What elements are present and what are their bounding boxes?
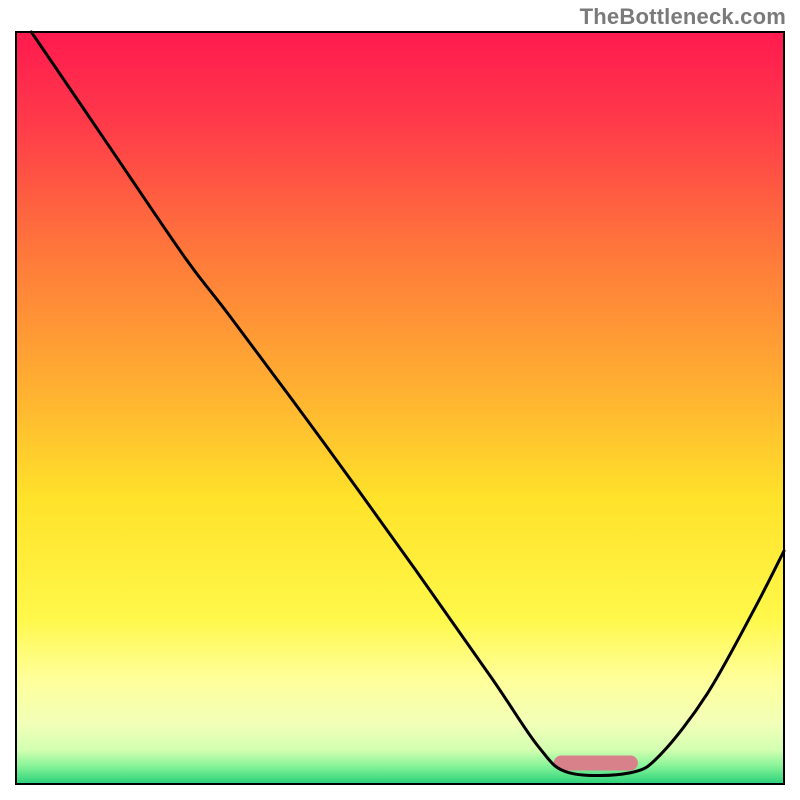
- watermark-text: TheBottleneck.com: [580, 4, 786, 30]
- chart-container: TheBottleneck.com: [0, 0, 800, 800]
- bottleneck-chart: [0, 0, 800, 800]
- plot-background: [16, 32, 784, 784]
